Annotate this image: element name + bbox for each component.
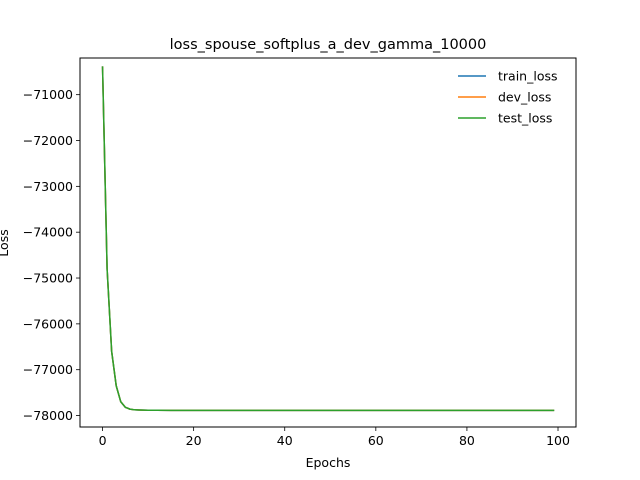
y-axis-label: Loss [0, 229, 11, 256]
y-tick-label: −77000 [23, 362, 73, 377]
y-axis: −78000 −77000 −76000 −75000 −74000 −73000 −720… [23, 87, 80, 423]
y-tick-label: −71000 [23, 87, 73, 102]
y-tick-label: −74000 [23, 225, 73, 240]
plot-frame [79, 57, 577, 428]
x-tick-label: 0 [99, 433, 107, 448]
x-tick-label: 20 [186, 433, 202, 448]
y-tick-label: −75000 [23, 271, 73, 286]
x-tick-label: 100 [546, 433, 570, 448]
legend-label-train-loss: train_loss [498, 69, 558, 84]
x-axis: 0 20 40 60 80 100 [99, 427, 570, 448]
x-tick-label: 80 [459, 433, 475, 448]
chart-title: loss_spouse_softplus_a_dev_gamma_10000 [170, 37, 487, 53]
y-tick-label: −72000 [23, 133, 73, 148]
x-tick-label: 40 [277, 433, 293, 448]
legend: train_loss dev_loss test_loss [458, 69, 558, 126]
x-tick-label: 60 [368, 433, 384, 448]
legend-label-dev-loss: dev_loss [498, 90, 551, 105]
y-tick-label: −78000 [23, 408, 73, 423]
plot-series-group [101, 66, 555, 412]
y-tick-label: −73000 [23, 179, 73, 194]
y-tick-label: −76000 [23, 316, 73, 331]
legend-label-test-loss: test_loss [498, 111, 552, 126]
series-line-test-loss [101, 66, 555, 412]
x-axis-label: Epochs [306, 455, 351, 470]
